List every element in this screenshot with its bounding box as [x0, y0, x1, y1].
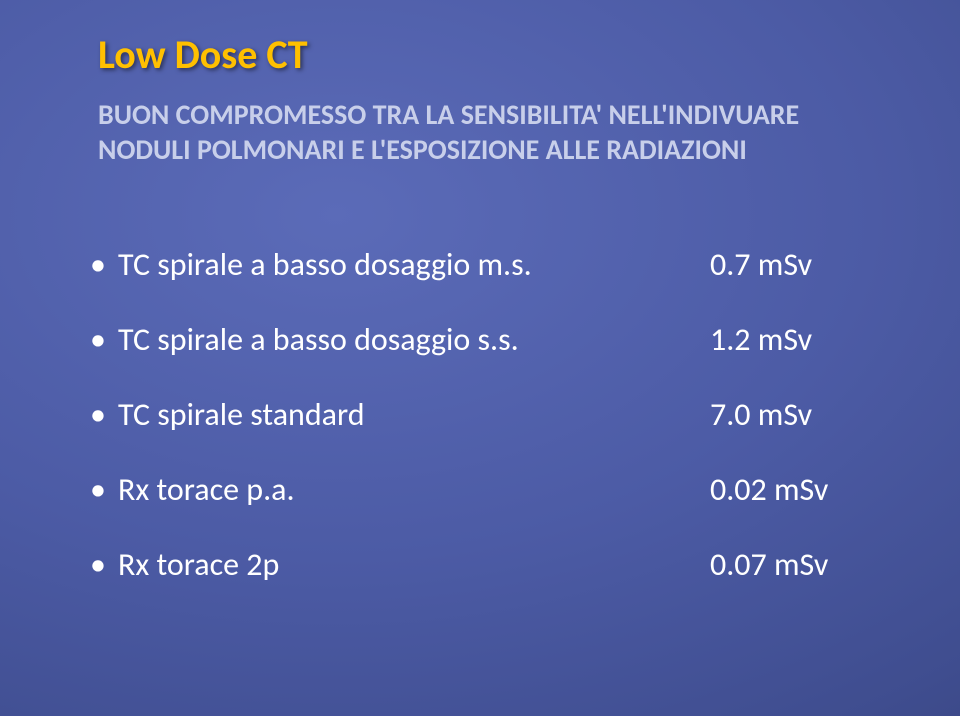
- dose-label: TC spirale a basso dosaggio s.s.: [118, 320, 710, 359]
- bullet-icon: •: [90, 474, 118, 506]
- list-item: • Rx torace 2p 0.07 mSv: [90, 545, 880, 584]
- subtitle-line-1: BUON COMPROMESSO TRA LA SENSIBILITA' NEL…: [98, 97, 799, 132]
- dose-value: 0.02 mSv: [710, 470, 880, 509]
- list-item: • Rx torace p.a. 0.02 mSv: [90, 470, 880, 509]
- list-item: • TC spirale a basso dosaggio s.s. 1.2 m…: [90, 320, 880, 359]
- slide-subtitle: BUON COMPROMESSO TRA LA SENSIBILITA' NEL…: [98, 97, 880, 167]
- subtitle-line-2: NODULI POLMONARI E L'ESPOSIZIONE ALLE RA…: [98, 132, 747, 167]
- dose-value: 1.2 mSv: [710, 320, 880, 359]
- dose-label: TC spirale standard: [118, 395, 710, 434]
- dose-label: Rx torace 2p: [118, 545, 710, 584]
- dose-value: 0.7 mSv: [710, 245, 880, 284]
- slide: Low Dose CT BUON COMPROMESSO TRA LA SENS…: [0, 0, 960, 716]
- dose-value: 0.07 mSv: [710, 545, 880, 584]
- list-item: • TC spirale a basso dosaggio m.s. 0.7 m…: [90, 245, 880, 284]
- slide-title: Low Dose CT: [98, 30, 880, 79]
- dose-label: TC spirale a basso dosaggio m.s.: [118, 245, 710, 284]
- bullet-icon: •: [90, 399, 118, 431]
- dose-value: 7.0 mSv: [710, 395, 880, 434]
- dose-list: • TC spirale a basso dosaggio m.s. 0.7 m…: [90, 245, 880, 584]
- bullet-icon: •: [90, 324, 118, 356]
- bullet-icon: •: [90, 249, 118, 281]
- list-item: • TC spirale standard 7.0 mSv: [90, 395, 880, 434]
- bullet-icon: •: [90, 549, 118, 581]
- dose-label: Rx torace p.a.: [118, 470, 710, 509]
